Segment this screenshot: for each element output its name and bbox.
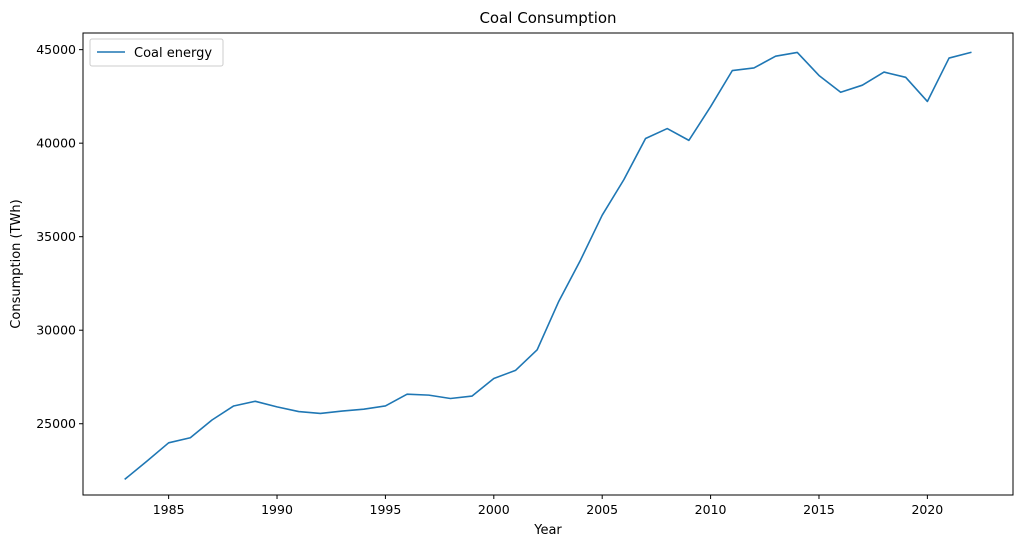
legend-box	[89, 38, 224, 67]
x-tick-label: 2015	[803, 502, 835, 517]
legend: Coal energy	[89, 38, 224, 67]
x-tick-label: 2010	[695, 502, 727, 517]
y-tick-label: 40000	[36, 136, 76, 151]
y-tick-label: 30000	[36, 323, 76, 338]
series-line-coal-energy	[124, 51, 972, 481]
x-tick-label: 1990	[261, 502, 293, 517]
x-tick-label: 2020	[911, 502, 943, 517]
plot-frame	[82, 32, 1014, 496]
y-axis: 25000 30000 35000 40000 45000	[36, 42, 83, 431]
x-tick-label: 2005	[586, 502, 618, 517]
y-tick-label: 35000	[36, 229, 76, 244]
chart-title: Coal Consumption	[479, 9, 616, 27]
plot-area	[82, 32, 1014, 496]
x-axis-title: Year	[533, 523, 562, 538]
legend-label-coal-energy: Coal energy	[134, 46, 212, 61]
x-tick-label: 2000	[478, 502, 510, 517]
x-tick-label: 1995	[370, 502, 402, 517]
y-tick-label: 45000	[36, 42, 76, 57]
y-axis-title: Consumption (TWh)	[9, 199, 24, 328]
x-tick-label: 1985	[153, 502, 185, 517]
y-tick-label: 25000	[36, 416, 76, 431]
x-axis: 1985 1990 1995 2000 2005 2010 2015 2020	[153, 495, 943, 517]
